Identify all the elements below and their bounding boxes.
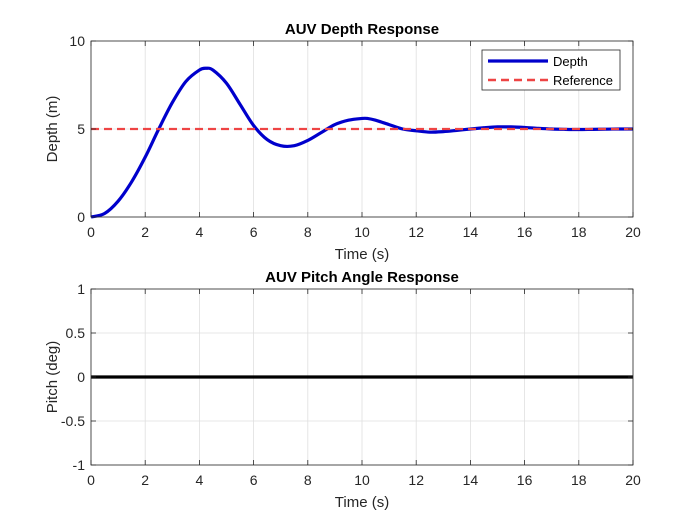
pitch-x-tick-label: 16 (517, 472, 533, 488)
depth-y-tick-label: 0 (77, 209, 85, 225)
pitch-plot: 0 2 4 6 8 10 12 14 16 18 20 -1 -0.5 0 0.5 1 AUV Pitch A… (44, 269, 641, 511)
pitch-x-tick-label: 20 (625, 472, 641, 488)
pitch-y-tick-label: -0.5 (61, 413, 85, 429)
depth-x-tick-label: 12 (408, 224, 424, 240)
depth-x-tick-label: 8 (304, 224, 312, 240)
depth-x-tick-label: 14 (463, 224, 479, 240)
pitch-x-tick-label: 10 (354, 472, 370, 488)
pitch-x-tick-label: 2 (141, 472, 149, 488)
depth-x-tick-label: 4 (196, 224, 204, 240)
pitch-y-tick-label: -1 (73, 457, 86, 473)
pitch-x-tick-label: 0 (87, 472, 95, 488)
pitch-x-tick-label: 8 (304, 472, 312, 488)
depth-x-tick-label: 16 (517, 224, 533, 240)
depth-series (90, 66, 634, 219)
pitch-plot-title: AUV Pitch Angle Response (265, 269, 459, 286)
legend-depth-label: Depth (553, 54, 588, 69)
depth-y-tick-label: 10 (69, 33, 85, 49)
pitch-x-tick-label: 6 (250, 472, 258, 488)
depth-x-tick-label: 20 (625, 224, 641, 240)
pitch-y-tick-label: 1 (77, 281, 85, 297)
depth-x-tick-label: 6 (250, 224, 258, 240)
depth-legend: Depth Reference (481, 49, 621, 91)
pitch-ticks: 0 2 4 6 8 10 12 14 16 18 20 -1 -0.5 0 0.5 1 (61, 281, 641, 488)
depth-x-tick-label: 18 (571, 224, 587, 240)
depth-x-tick-label: 0 (87, 224, 95, 240)
depth-plot: 0 2 4 6 8 10 12 14 16 18 20 0 5 10 AUV Depth Response… (44, 21, 641, 263)
pitch-y-tick-label: 0 (77, 369, 85, 385)
pitch-y-tick-label: 0.5 (66, 325, 86, 341)
pitch-x-axis-label: Time (s) (335, 494, 389, 511)
pitch-x-tick-label: 4 (196, 472, 204, 488)
pitch-y-axis-label: Pitch (deg) (44, 341, 61, 414)
depth-y-axis-label: Depth (m) (44, 96, 61, 163)
depth-x-tick-label: 10 (354, 224, 370, 240)
legend-box (481, 49, 621, 91)
depth-x-axis-label: Time (s) (335, 246, 389, 263)
legend-reference-label: Reference (553, 73, 613, 88)
depth-plot-title: AUV Depth Response (285, 21, 439, 38)
pitch-x-tick-label: 14 (463, 472, 479, 488)
depth-ticks: 0 2 4 6 8 10 12 14 16 18 20 0 5 10 (69, 33, 641, 240)
depth-y-tick-label: 5 (77, 121, 85, 137)
pitch-x-tick-label: 18 (571, 472, 587, 488)
depth-x-tick-label: 2 (141, 224, 149, 240)
pitch-x-tick-label: 12 (408, 472, 424, 488)
